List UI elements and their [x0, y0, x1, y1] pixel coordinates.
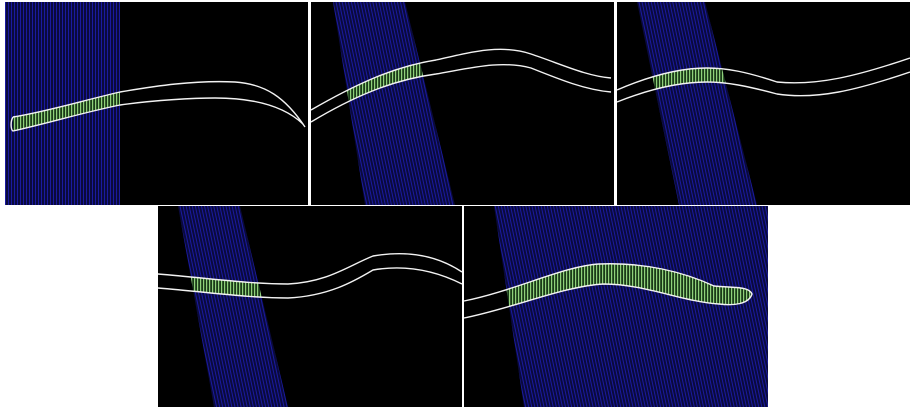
panel [5, 2, 308, 205]
panel [158, 206, 462, 407]
panel [617, 2, 910, 205]
panel [311, 2, 614, 205]
figure [0, 0, 910, 407]
page [0, 0, 910, 407]
panel [464, 206, 768, 407]
